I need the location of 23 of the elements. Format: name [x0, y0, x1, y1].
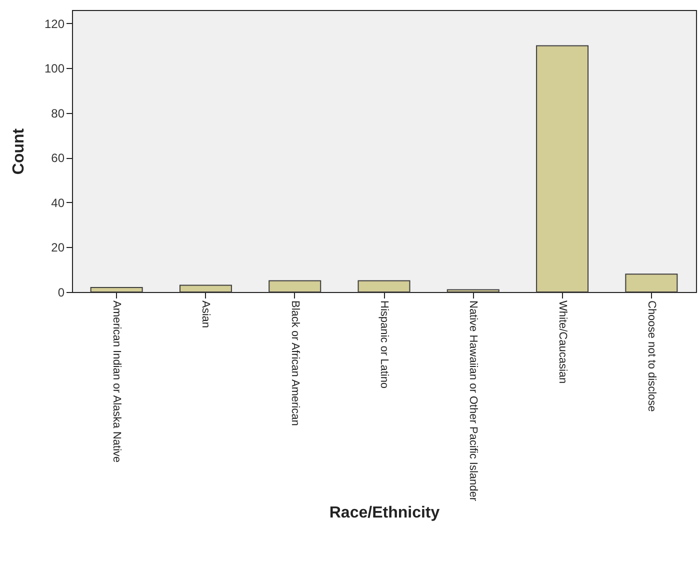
x-tick-label: Choose not to disclose [645, 300, 658, 412]
bar [358, 280, 410, 292]
y-tick-label: 100 [44, 62, 65, 76]
y-tick-label: 80 [51, 106, 65, 120]
bar [179, 284, 232, 292]
x-tick-label: White/Caucasian [556, 300, 568, 384]
x-tick-label: Native Hawaiian or Other Pacific Islander [467, 300, 480, 502]
bar [90, 287, 143, 292]
x-tick-label: Hispanic or Latino [378, 300, 390, 389]
bar [268, 280, 322, 292]
bar [625, 274, 678, 292]
x-tick-label: Black or African American [288, 300, 301, 426]
x-tick-label: Asian [200, 300, 212, 328]
bar [536, 45, 589, 292]
x-tick-label: American Indian or Alaska Native [110, 300, 123, 463]
y-tick-label: 120 [44, 16, 65, 31]
y-tick-label: 20 [51, 240, 65, 255]
x-axis-title: Race/Ethnicity [329, 504, 440, 522]
y-tick-label: 40 [51, 196, 65, 210]
y-tick-label: 0 [58, 286, 65, 300]
bar [446, 289, 500, 292]
y-tick-label: 60 [51, 151, 65, 166]
y-axis-title: Count [10, 128, 28, 175]
